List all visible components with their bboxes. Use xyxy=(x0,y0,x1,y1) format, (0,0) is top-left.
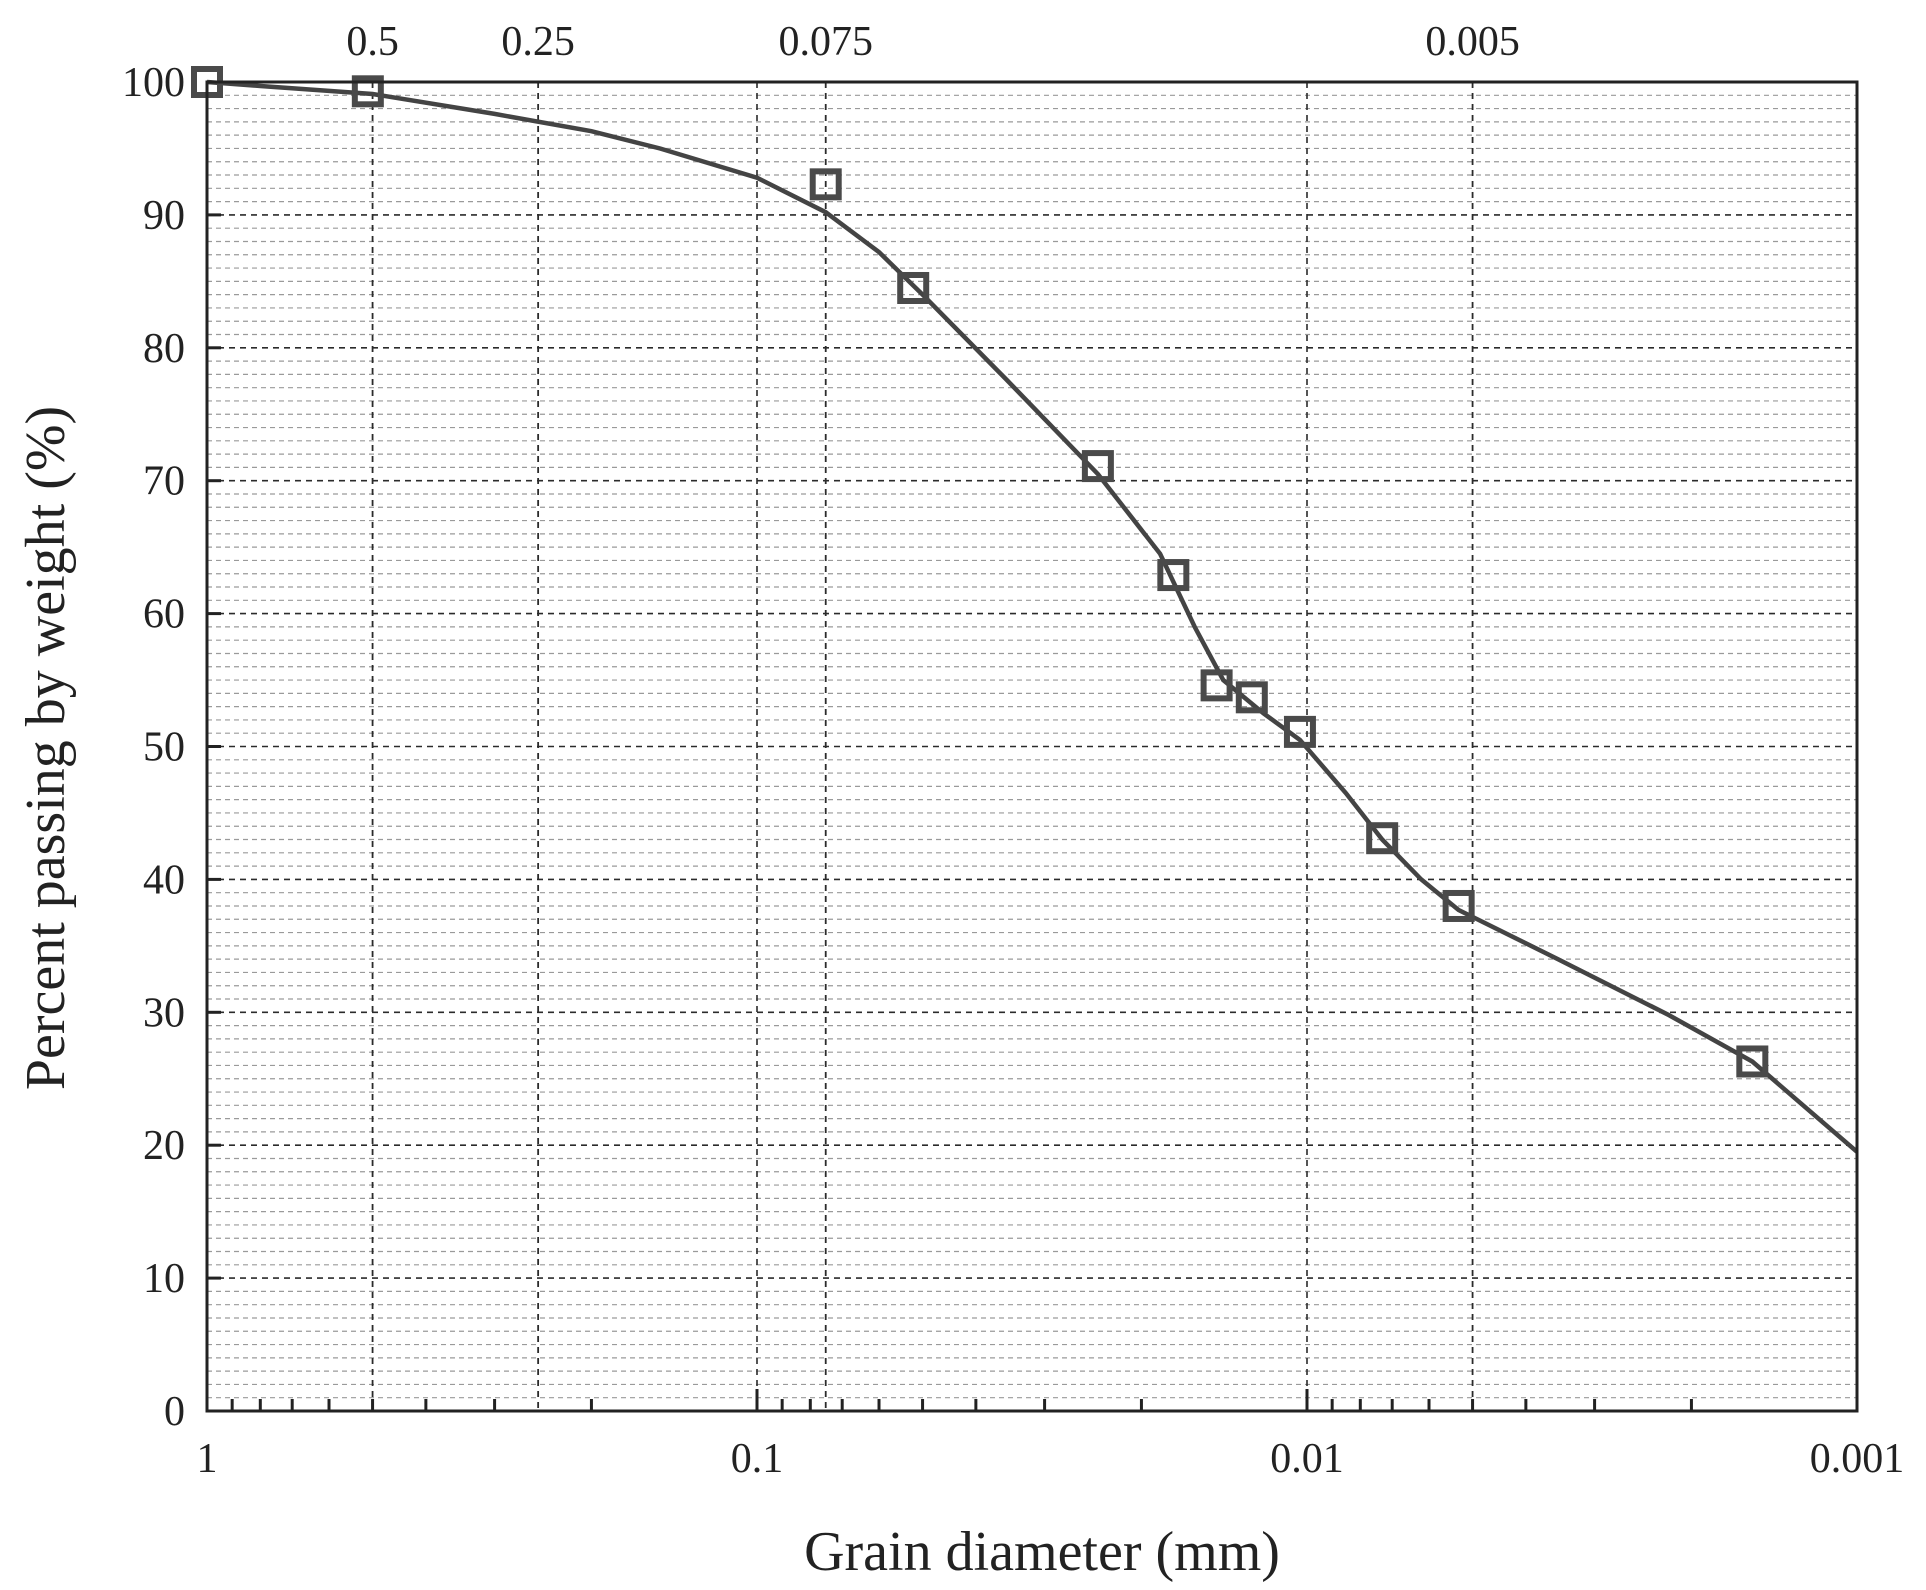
x-tick-label: 0.01 xyxy=(1270,1436,1344,1482)
data-point-marker xyxy=(1200,669,1233,702)
data-point-marker xyxy=(809,168,842,201)
reference-size-label: 0.5 xyxy=(346,19,399,65)
tick-labels: 0.5 0.25 0.075 0.005 0 10 20 30 40 50 60 70 80 90 100 1… xyxy=(122,19,1904,1482)
y-tick-label: 100 xyxy=(122,60,185,106)
data-point-marker xyxy=(1081,450,1114,483)
x-tick-label: 0.001 xyxy=(1810,1436,1905,1482)
y-tick-label: 90 xyxy=(143,193,185,239)
data-point-marker xyxy=(1366,822,1399,855)
y-tick-label: 30 xyxy=(143,990,185,1036)
reference-size-label: 0.005 xyxy=(1425,19,1520,65)
data-point-marker xyxy=(1442,889,1475,922)
data-point-marker xyxy=(1157,559,1190,592)
fitted-curve xyxy=(206,79,1859,1154)
y-axis-title: Percent passing by weight (%) xyxy=(15,406,77,1090)
data-point-marker xyxy=(351,75,384,108)
axis-ticks xyxy=(205,80,1859,1413)
data-point-marker xyxy=(1235,681,1268,714)
y-tick-label: 0 xyxy=(164,1389,185,1435)
reference-size-label: 0.25 xyxy=(501,19,575,65)
y-tick-label: 20 xyxy=(143,1123,185,1169)
x-tick-label: 0.1 xyxy=(731,1436,784,1482)
data-point-marker xyxy=(1283,715,1316,748)
data-point-marker xyxy=(1736,1045,1769,1078)
y-tick-label: 50 xyxy=(143,725,185,771)
data-points xyxy=(191,66,1769,1078)
x-axis-title: Grain diameter (mm) xyxy=(804,1521,1280,1583)
reference-size-lines xyxy=(371,82,1474,1411)
x-tick-label: 1 xyxy=(197,1436,218,1482)
fitted-curve-layer xyxy=(206,79,1859,1154)
y-tick-label: 80 xyxy=(143,326,185,372)
y-tick-label: 70 xyxy=(143,459,185,505)
y-tick-label: 40 xyxy=(143,857,185,903)
reference-size-label: 0.075 xyxy=(778,19,873,65)
grid-lines xyxy=(207,82,1857,1411)
data-point-marker xyxy=(897,271,930,304)
y-tick-label: 10 xyxy=(143,1256,185,1302)
y-tick-label: 60 xyxy=(143,592,185,638)
